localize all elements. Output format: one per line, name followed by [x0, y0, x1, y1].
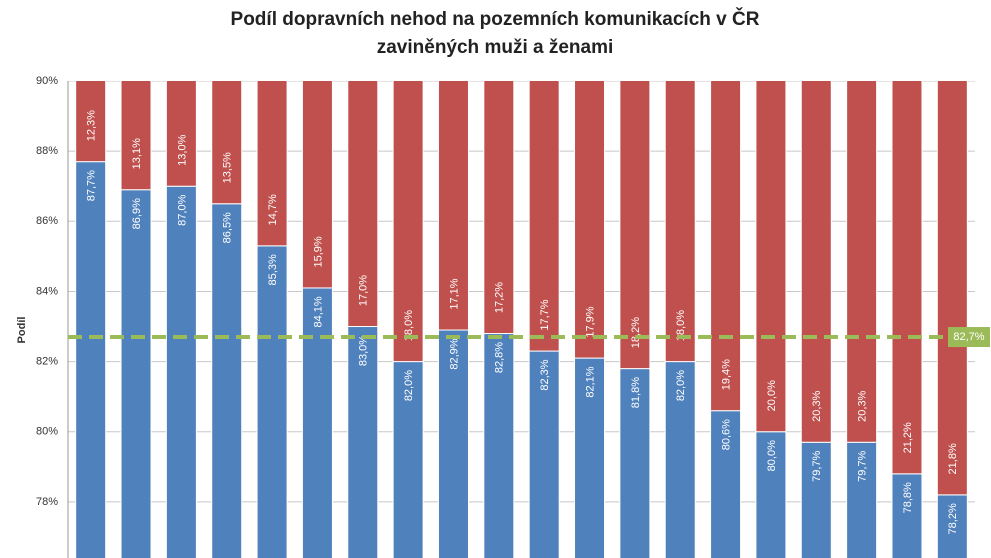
- value-label: 82,3%: [539, 359, 551, 390]
- bar-women: [301, 81, 333, 289]
- value-label: 20,0%: [766, 380, 778, 411]
- value-label: 83,0%: [358, 335, 370, 366]
- value-label: 21,2%: [902, 422, 914, 453]
- y-tick-label: 82%: [36, 355, 58, 367]
- bar-men: [891, 473, 923, 558]
- value-label: 79,7%: [811, 450, 823, 481]
- value-label: 78,2%: [947, 503, 959, 534]
- value-label: 15,9%: [312, 236, 324, 267]
- bar-men: [256, 245, 288, 558]
- value-label: 13,5%: [222, 152, 234, 183]
- y-tick-label: 78%: [36, 496, 58, 508]
- bar-men: [755, 431, 787, 558]
- bar-women: [347, 81, 379, 328]
- chart-title: Podíl dopravních nehod na pozemních komu…: [231, 8, 760, 30]
- value-label: 81,8%: [630, 377, 642, 408]
- average-label: 82,7%: [953, 331, 984, 343]
- value-label: 17,9%: [584, 306, 596, 337]
- value-label: 14,7%: [267, 194, 279, 225]
- bar-women: [120, 81, 152, 191]
- value-label: 17,2%: [494, 282, 506, 313]
- value-label: 82,9%: [448, 338, 460, 369]
- y-tick-label: 88%: [36, 145, 58, 157]
- value-label: 20,3%: [857, 390, 869, 421]
- value-label: 17,0%: [358, 275, 370, 306]
- value-label: 20,3%: [811, 390, 823, 421]
- bar-men: [392, 361, 424, 558]
- bar-women: [392, 81, 424, 363]
- value-label: 18,0%: [403, 310, 415, 341]
- value-label: 82,8%: [494, 342, 506, 373]
- value-label: 86,5%: [222, 212, 234, 243]
- bar-men: [211, 203, 243, 558]
- bar-women: [437, 81, 469, 331]
- bar-women: [574, 81, 606, 359]
- bar-men: [165, 185, 197, 558]
- bar-women: [483, 81, 515, 335]
- value-label: 18,2%: [630, 317, 642, 348]
- bar-women: [165, 81, 197, 187]
- bar-women: [800, 81, 832, 443]
- bar-men: [710, 410, 742, 558]
- chart-subtitle: zaviněných muži a ženami: [377, 37, 614, 58]
- bar-women: [710, 81, 742, 412]
- y-axis-label: Podíl: [16, 317, 28, 344]
- value-label: 21,8%: [947, 443, 959, 474]
- value-label: 79,7%: [857, 450, 869, 481]
- value-label: 17,7%: [539, 299, 551, 330]
- value-label: 80,6%: [720, 419, 732, 450]
- value-label: 13,0%: [176, 134, 188, 165]
- bar-men: [437, 329, 469, 558]
- bar-men: [574, 357, 606, 558]
- bar-men: [347, 326, 379, 558]
- y-tick-label: 84%: [36, 285, 58, 297]
- bar-men: [120, 189, 152, 558]
- bar-men: [75, 161, 107, 558]
- value-label: 82,1%: [584, 366, 596, 397]
- bar-men: [301, 287, 333, 558]
- bar-women: [619, 81, 651, 370]
- plot-area: 87,7% 12,3% 86,9% 13,1% 87,0% 13,0% 86,5% 13,5%…: [68, 81, 975, 558]
- bar-women: [75, 81, 107, 163]
- y-tick-label: 80%: [36, 426, 58, 438]
- y-tick-label: 90%: [36, 75, 58, 87]
- average-label-box: [948, 327, 990, 348]
- value-label: 86,9%: [131, 198, 143, 229]
- bar-men: [800, 441, 832, 558]
- value-label: 87,0%: [176, 194, 188, 225]
- bar-women: [755, 81, 787, 433]
- value-label: 12,3%: [86, 110, 98, 141]
- value-label: 84,1%: [312, 296, 324, 327]
- value-label: 78,8%: [902, 482, 914, 513]
- y-tick-label: 86%: [36, 215, 58, 227]
- value-label: 17,1%: [448, 278, 460, 309]
- bar-women: [891, 81, 923, 475]
- value-label: 18,0%: [675, 310, 687, 341]
- bar-women: [211, 81, 243, 205]
- value-label: 87,7%: [86, 170, 98, 201]
- value-label: 85,3%: [267, 254, 279, 285]
- value-label: 80,0%: [766, 440, 778, 471]
- value-label: 19,4%: [720, 359, 732, 390]
- bar-women: [256, 81, 288, 247]
- bar-women: [664, 81, 696, 363]
- value-label: 82,0%: [675, 370, 687, 401]
- value-label: 82,0%: [403, 370, 415, 401]
- bar-men: [936, 494, 968, 558]
- bar-men: [619, 368, 651, 558]
- bar-women: [936, 81, 968, 496]
- bar-women: [846, 81, 878, 443]
- bar-men: [846, 441, 878, 558]
- bar-women: [528, 81, 560, 352]
- value-label: 13,1%: [131, 138, 143, 169]
